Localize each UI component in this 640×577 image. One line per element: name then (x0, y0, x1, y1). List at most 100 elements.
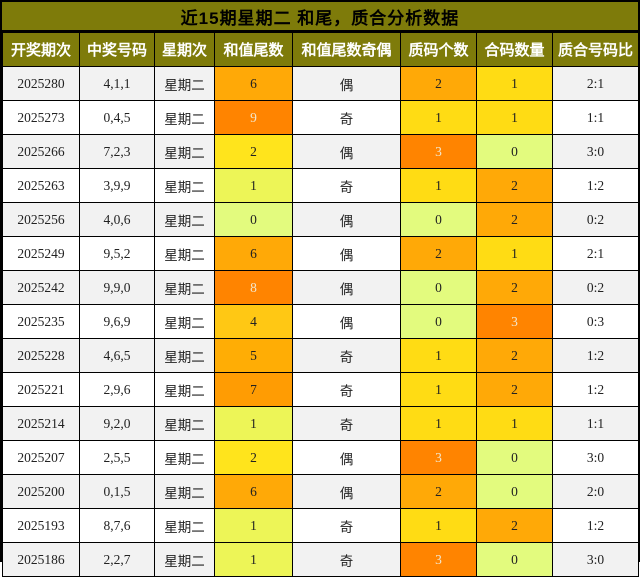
table-row: 2025200 0,1,5 星期二 6 偶 2 0 2:0 (2, 474, 639, 509)
cell-ratio: 3:0 (552, 542, 639, 577)
table-row: 2025186 2,2,7 星期二 1 奇 3 0 3:0 (2, 542, 639, 577)
cell-tail: 1 (214, 508, 293, 543)
cell-ratio: 2:0 (552, 474, 639, 509)
table-row: 2025235 9,6,9 星期二 4 偶 0 3 0:3 (2, 304, 639, 339)
cell-weekday: 星期二 (154, 372, 215, 407)
cell-tail: 1 (214, 542, 293, 577)
cell-tail: 0 (214, 202, 293, 237)
cell-weekday: 星期二 (154, 338, 215, 373)
cell-parity: 偶 (292, 304, 401, 339)
table-row: 2025242 9,9,0 星期二 8 偶 0 2 0:2 (2, 270, 639, 305)
cell-numbers: 9,5,2 (79, 236, 155, 271)
cell-weekday: 星期二 (154, 406, 215, 441)
cell-period: 2025266 (2, 134, 80, 169)
cell-tail: 4 (214, 304, 293, 339)
cell-ratio: 1:2 (552, 508, 639, 543)
cell-tail: 6 (214, 474, 293, 509)
cell-numbers: 0,1,5 (79, 474, 155, 509)
cell-weekday: 星期二 (154, 168, 215, 203)
cell-parity: 偶 (292, 474, 401, 509)
cell-parity: 偶 (292, 270, 401, 305)
cell-weekday: 星期二 (154, 508, 215, 543)
cell-ratio: 1:1 (552, 100, 639, 135)
cell-ratio: 0:2 (552, 270, 639, 305)
cell-parity: 奇 (292, 338, 401, 373)
cell-weekday: 星期二 (154, 202, 215, 237)
cell-prime-count: 0 (400, 202, 477, 237)
cell-composite-count: 2 (476, 372, 553, 407)
cell-numbers: 9,9,0 (79, 270, 155, 305)
cell-composite-count: 2 (476, 508, 553, 543)
cell-period: 2025263 (2, 168, 80, 203)
cell-weekday: 星期二 (154, 542, 215, 577)
cell-composite-count: 0 (476, 474, 553, 509)
cell-prime-count: 3 (400, 542, 477, 577)
cell-weekday: 星期二 (154, 100, 215, 135)
cell-period: 2025235 (2, 304, 80, 339)
table-body: 2025280 4,1,1 星期二 6 偶 2 1 2:1 2025273 0,4,5 星期二 9 奇 1… (2, 66, 639, 577)
cell-composite-count: 0 (476, 440, 553, 475)
cell-numbers: 7,2,3 (79, 134, 155, 169)
cell-numbers: 4,1,1 (79, 66, 155, 101)
cell-period: 2025256 (2, 202, 80, 237)
cell-weekday: 星期二 (154, 236, 215, 271)
cell-ratio: 3:0 (552, 134, 639, 169)
column-header-ratio: 质合号码比 (552, 32, 639, 67)
cell-composite-count: 1 (476, 236, 553, 271)
cell-prime-count: 1 (400, 168, 477, 203)
table-row: 2025256 4,0,6 星期二 0 偶 0 2 0:2 (2, 202, 639, 237)
column-header-prime-count: 质码个数 (400, 32, 477, 67)
cell-tail: 8 (214, 270, 293, 305)
table-row: 2025228 4,6,5 星期二 5 奇 1 2 1:2 (2, 338, 639, 373)
cell-prime-count: 1 (400, 508, 477, 543)
cell-tail: 9 (214, 100, 293, 135)
cell-period: 2025242 (2, 270, 80, 305)
table-row: 2025273 0,4,5 星期二 9 奇 1 1 1:1 (2, 100, 639, 135)
cell-numbers: 8,7,6 (79, 508, 155, 543)
cell-tail: 5 (214, 338, 293, 373)
table-row: 2025207 2,5,5 星期二 2 偶 3 0 3:0 (2, 440, 639, 475)
cell-composite-count: 2 (476, 202, 553, 237)
cell-tail: 2 (214, 134, 293, 169)
cell-composite-count: 2 (476, 168, 553, 203)
column-header-tail: 和值尾数 (214, 32, 293, 67)
cell-period: 2025200 (2, 474, 80, 509)
cell-tail: 2 (214, 440, 293, 475)
table-title: 近15期星期二 和尾，质合分析数据 (2, 2, 638, 32)
column-header-weekday: 星期次 (154, 32, 215, 67)
cell-prime-count: 1 (400, 406, 477, 441)
column-header-parity: 和值尾数奇偶 (292, 32, 401, 67)
cell-parity: 奇 (292, 168, 401, 203)
cell-composite-count: 3 (476, 304, 553, 339)
cell-weekday: 星期二 (154, 474, 215, 509)
cell-weekday: 星期二 (154, 270, 215, 305)
cell-prime-count: 3 (400, 440, 477, 475)
cell-parity: 偶 (292, 66, 401, 101)
cell-numbers: 9,2,0 (79, 406, 155, 441)
cell-period: 2025273 (2, 100, 80, 135)
cell-numbers: 2,5,5 (79, 440, 155, 475)
cell-weekday: 星期二 (154, 440, 215, 475)
cell-tail: 1 (214, 406, 293, 441)
cell-parity: 偶 (292, 202, 401, 237)
cell-parity: 偶 (292, 236, 401, 271)
cell-ratio: 3:0 (552, 440, 639, 475)
cell-prime-count: 2 (400, 474, 477, 509)
analysis-table: 开奖期次 中奖号码 星期次 和值尾数 和值尾数奇偶 质码个数 合码数量 质合号码… (2, 32, 639, 577)
table-row: 2025280 4,1,1 星期二 6 偶 2 1 2:1 (2, 66, 639, 101)
table-row: 2025214 9,2,0 星期二 1 奇 1 1 1:1 (2, 406, 639, 441)
cell-prime-count: 0 (400, 270, 477, 305)
cell-prime-count: 1 (400, 338, 477, 373)
cell-numbers: 3,9,9 (79, 168, 155, 203)
table-row: 2025263 3,9,9 星期二 1 奇 1 2 1:2 (2, 168, 639, 203)
cell-parity: 偶 (292, 440, 401, 475)
cell-period: 2025186 (2, 542, 80, 577)
cell-numbers: 4,6,5 (79, 338, 155, 373)
cell-composite-count: 1 (476, 100, 553, 135)
cell-ratio: 1:2 (552, 338, 639, 373)
cell-prime-count: 1 (400, 100, 477, 135)
cell-numbers: 2,9,6 (79, 372, 155, 407)
cell-period: 2025193 (2, 508, 80, 543)
cell-numbers: 9,6,9 (79, 304, 155, 339)
